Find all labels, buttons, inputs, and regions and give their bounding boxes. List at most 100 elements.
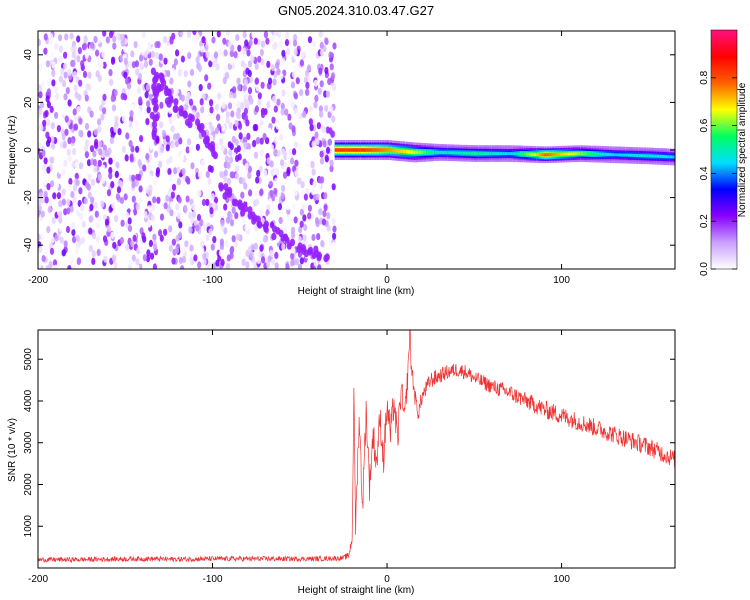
- spectrogram-noise-cell: [38, 199, 42, 207]
- spectrogram-signal-cell: [428, 150, 432, 154]
- spectrogram-noise-cell: [293, 189, 298, 197]
- spectrogram-noise-cell: [78, 79, 83, 87]
- spectrogram-noise-cell: [278, 216, 283, 225]
- spectrogram-noise-cell: [66, 198, 71, 207]
- spectrogram-signal-cell: [648, 154, 652, 158]
- spectrogram-signal-cell: [413, 150, 416, 155]
- spectrogram-noise-cell: [168, 106, 173, 115]
- spectrogram-signal-cell: [515, 152, 518, 156]
- spectrogram-noise-cell: [68, 177, 73, 186]
- spectrogram-noise-cell: [330, 72, 336, 80]
- spectrogram-noise-cell: [299, 59, 304, 67]
- spectrogram-noise-cell: [235, 172, 240, 180]
- spectrogram-noise-cell: [255, 198, 260, 206]
- spectrogram-noise-cell: [102, 61, 107, 69]
- spectrogram-noise-cell: [108, 31, 114, 39]
- spectrogram-noise-cell: [313, 79, 318, 87]
- spectrogram-noise-cell: [87, 130, 92, 138]
- spectrogram-noise-cell: [330, 130, 335, 138]
- spectrogram-noise-cell: [46, 166, 51, 174]
- spectrogram-noise-cell: [108, 172, 113, 180]
- spectrogram-noise-cell: [130, 145, 135, 153]
- spectrogram-noise-cell: [276, 68, 281, 76]
- spectrogram-noise-cell: [292, 148, 297, 156]
- spectrogram-noise-cell: [256, 256, 261, 265]
- spectrogram-noise-cell: [155, 212, 160, 220]
- spectrogram-noise-cell: [280, 159, 285, 167]
- spectrogram-noise-cell: [46, 183, 51, 191]
- spectrogram-noise-cell: [188, 226, 193, 234]
- spectrogram-noise-cell: [96, 248, 101, 257]
- spectrogram-noise-cell: [275, 122, 280, 130]
- spectrogram-noise-cell: [129, 110, 134, 118]
- spectrogram-noise-cell: [120, 106, 125, 114]
- spectrogram-noise-cell: [190, 162, 195, 170]
- spectrogram-noise-cell: [302, 110, 307, 118]
- spectrogram-noise-cell: [84, 151, 89, 159]
- spectrogram-noise-cell: [226, 161, 231, 169]
- spectrogram-signal-cell: [489, 152, 492, 156]
- spectrogram-noise-cell: [285, 263, 290, 269]
- spectrogram-noise-cell: [58, 210, 63, 219]
- spectrogram-noise-cell: [163, 228, 168, 236]
- spectrogram-ridge-cell: [324, 253, 330, 261]
- spectrogram-noise-cell: [96, 36, 101, 44]
- spectrogram-noise-cell: [72, 148, 77, 156]
- spectrogram-noise-cell: [250, 103, 255, 111]
- spectrogram-signal-cell: [536, 153, 539, 156]
- spectrogram-noise-cell: [97, 173, 103, 181]
- spectrogram-noise-cell: [236, 145, 241, 153]
- spectrogram-noise-cell: [223, 169, 228, 177]
- spectrogram-noise-cell: [301, 97, 306, 105]
- spectrogram-noise-cell: [302, 234, 307, 242]
- spectrogram-noise-cell: [185, 146, 190, 154]
- spectrogram-signal-cell: [538, 153, 542, 157]
- spectrogram-noise-cell: [307, 161, 312, 169]
- spectrogram-noise-cell: [242, 31, 247, 39]
- spectrogram-signal-cell: [502, 152, 505, 156]
- spectrogram-signal-cell: [583, 152, 586, 156]
- spectrogram-signal-cell: [434, 150, 437, 154]
- spectrogram-signal-cell: [358, 148, 361, 152]
- colorbar-tick-label: 0.4: [699, 166, 710, 180]
- spectrogram-noise-cell: [319, 150, 324, 158]
- spectrogram-noise-cell: [154, 60, 159, 69]
- spectrogram-noise-cell: [134, 120, 139, 128]
- spectrogram-noise-cell: [228, 121, 233, 130]
- spectrogram-noise-cell: [244, 162, 249, 171]
- spectrogram-noise-cell: [253, 37, 258, 45]
- spectrogram-noise-cell: [310, 161, 315, 169]
- spectrogram-noise-cell: [173, 58, 178, 66]
- spectrogram-noise-cell: [198, 84, 203, 92]
- spectrogram-noise-cell: [213, 51, 219, 59]
- spectrogram-noise-cell: [150, 50, 155, 58]
- spectrogram-noise-cell: [61, 188, 66, 196]
- spectrogram-noise-cell: [101, 176, 106, 184]
- spectrogram-noise-cell: [228, 156, 234, 164]
- spectrogram-noise-cell: [71, 59, 76, 68]
- spectrogram-noise-cell: [266, 203, 271, 212]
- spectrogram-noise-cell: [148, 93, 153, 101]
- spectrogram-noise-cell: [308, 105, 313, 113]
- spectrogram-noise-cell: [62, 80, 67, 88]
- spectrogram-noise-cell: [164, 181, 169, 189]
- spectrogram-noise-cell: [102, 235, 108, 243]
- spectrogram-noise-cell: [88, 244, 93, 253]
- spectrogram-noise-cell: [93, 141, 99, 149]
- spectrogram-noise-cell: [300, 51, 306, 59]
- spectrogram-noise-cell: [199, 98, 204, 106]
- spectrogram-noise-cell: [165, 135, 170, 143]
- spectrogram-noise-cell: [135, 68, 140, 76]
- spectrogram-noise-cell: [290, 100, 295, 108]
- spectrogram-noise-cell: [261, 256, 266, 264]
- snr-x-tick-label: -200: [28, 574, 48, 585]
- spectrogram-y-tick-label: -20: [23, 190, 34, 205]
- spectrogram-noise-cell: [125, 169, 130, 177]
- spectrogram-noise-cell: [219, 42, 224, 50]
- spectrogram-noise-cell: [51, 216, 56, 225]
- spectrogram-noise-cell: [187, 239, 192, 247]
- spectrogram-noise-cell: [298, 226, 303, 234]
- spectrogram-noise-cell: [319, 41, 324, 50]
- spectrogram-noise-cell: [212, 236, 217, 244]
